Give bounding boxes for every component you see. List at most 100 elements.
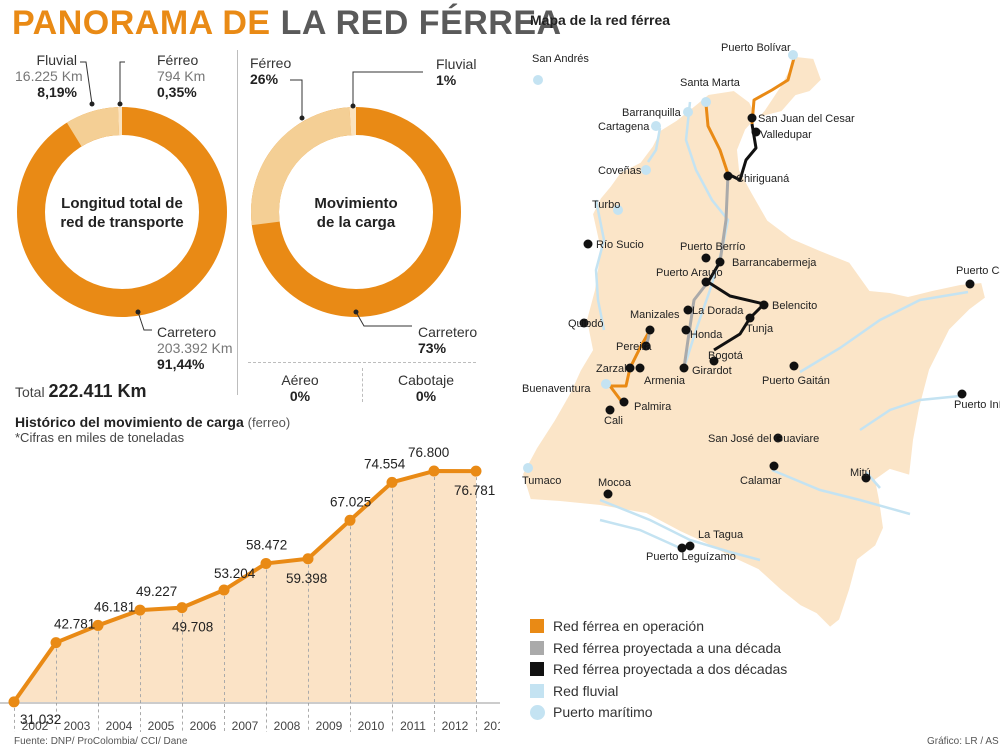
credit-note: Gráfico: LR / AS (927, 736, 999, 747)
city-marker (683, 305, 693, 315)
city-label: Belencito (772, 300, 817, 312)
leader-dot (299, 115, 305, 121)
leader-fluvial (80, 61, 93, 105)
city-marker (701, 277, 711, 287)
data-label: 49.708 (172, 620, 213, 635)
x-tick-label: 2008 (274, 719, 301, 733)
legend-swatch (530, 662, 544, 676)
data-point (92, 619, 104, 631)
city-marker (957, 389, 967, 399)
cargo-label-carretero: Carretero 73% (418, 324, 478, 356)
city-label: Puerto Carreño (956, 265, 1000, 277)
x-tick-label: 2012 (442, 719, 469, 733)
city-label: Barranquilla (622, 107, 682, 119)
port-marker (601, 379, 611, 389)
city-marker (641, 341, 651, 351)
history-chart-title: Histórico del movimiento de carga (ferre… (15, 414, 291, 430)
city-label: Tumaco (522, 475, 561, 487)
data-point (344, 514, 356, 526)
data-label: 42.781 (54, 617, 95, 632)
city-label: Chiriguaná (736, 173, 790, 185)
leader-dot (353, 309, 359, 315)
city-label: Valledupar (760, 129, 812, 141)
data-point (260, 557, 272, 569)
cargo-label-aereo: Aéreo 0% (281, 372, 319, 404)
source-note: Fuente: DNP/ ProColombia/ CCI/ Dane (14, 736, 188, 747)
city-label: Puerto Gaitán (762, 375, 830, 387)
city-marker (965, 279, 975, 289)
legend-label: Red fluvial (553, 682, 619, 699)
port-marker (641, 165, 651, 175)
river-atrato (594, 199, 606, 331)
data-label: 67.025 (330, 494, 371, 509)
donut-slice-fluvial (349, 107, 356, 136)
legend-item: Red férrea en operación (530, 617, 704, 635)
city-marker (681, 325, 691, 335)
dashed-separator (362, 368, 363, 402)
x-tick-label: 2011 (400, 719, 426, 733)
legend-label: Red férrea proyectada a una década (553, 639, 782, 656)
x-tick-label: 2010 (358, 719, 385, 733)
x-tick-label: 2007 (232, 719, 259, 733)
leader-carretero (137, 311, 152, 331)
port-marker (613, 205, 623, 215)
legend-item: Red férrea proyectada a una década (530, 639, 781, 657)
leader-carretero (355, 311, 412, 327)
label-carretero: Carretero 203.392 Km 91,44% (157, 324, 233, 372)
donut-slice-ferreo (117, 107, 122, 136)
city-marker (745, 313, 755, 323)
dashed-separator (248, 362, 476, 363)
vertical-divider (237, 50, 238, 395)
x-tick-label: 2006 (190, 719, 217, 733)
city-label: Zarzal (596, 363, 627, 375)
city-marker (773, 433, 783, 443)
leader-dot (89, 101, 95, 107)
legend-swatch (530, 683, 544, 698)
city-label: Turbo (592, 199, 620, 211)
cargo-label-ferreo: Férreo 26% (250, 55, 292, 87)
x-tick-label: 2013 (484, 719, 500, 733)
data-point (386, 476, 398, 488)
port-marker (701, 97, 711, 107)
leader-dot (350, 103, 356, 109)
city-label: Bogotá (708, 350, 744, 362)
river-magdalena (682, 101, 730, 369)
legend-item: Red férrea proyectada a dos décadas (530, 660, 787, 678)
page-title: PANORAMA DE LA RED FÉRREA (12, 4, 562, 42)
city-marker (603, 489, 613, 499)
river-guaviare (859, 394, 961, 432)
data-point (176, 602, 188, 614)
city-label: San José del Guaviare (708, 433, 819, 445)
cargo-label-cabotaje: Cabotaje 0% (397, 372, 455, 404)
rail-one-decade-south (682, 281, 710, 369)
city-label: Manizales (630, 309, 680, 321)
leader-fluvial (352, 71, 423, 106)
city-label: Puerto Inírida (954, 399, 1000, 411)
legend-item: Red fluvial (530, 682, 618, 700)
river-vaupes (771, 468, 911, 516)
city-label: Cartagena (598, 121, 650, 133)
data-label: 49.227 (136, 584, 177, 599)
city-marker (625, 363, 635, 373)
rail-two-decades-north (727, 123, 758, 182)
city-label: La Dorada (692, 305, 744, 317)
city-label: San Andrés (532, 53, 589, 65)
river-network (594, 101, 969, 562)
city-label: La Tagua (698, 529, 744, 541)
legend-item: Puerto marítimo (530, 703, 653, 721)
data-label: 59.398 (286, 571, 327, 586)
city-marker (685, 541, 695, 551)
city-marker (759, 300, 769, 310)
city-label: Santa Marta (680, 77, 741, 89)
city-marker (679, 363, 689, 373)
city-label: Puerto Araujo (656, 267, 723, 279)
city-label: Puerto Berrío (680, 241, 745, 253)
data-point (50, 637, 62, 649)
city-label: Honda (690, 329, 723, 341)
city-marker (583, 239, 593, 249)
port-marker (683, 107, 693, 117)
data-point (470, 465, 482, 477)
data-point (302, 553, 314, 565)
rail-operating-north (750, 57, 796, 125)
donut-slice-fluvial (66, 107, 120, 147)
